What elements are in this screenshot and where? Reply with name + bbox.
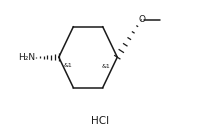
Text: H₂N: H₂N xyxy=(18,53,35,62)
Text: &1: &1 xyxy=(64,63,73,68)
Text: O: O xyxy=(138,15,145,24)
Text: &1: &1 xyxy=(101,64,110,69)
Text: HCl: HCl xyxy=(91,116,109,126)
